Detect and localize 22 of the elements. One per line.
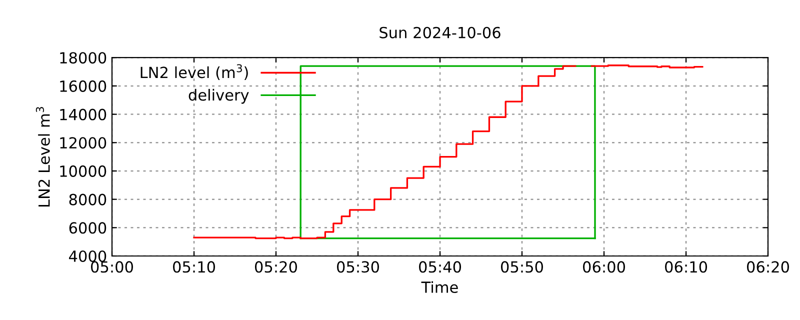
y-tick-label: 16000: [60, 80, 106, 92]
x-tick-label: 05:40: [419, 261, 462, 273]
x-tick-label: 06:00: [583, 261, 626, 273]
x-tick-label: 05:10: [173, 261, 216, 273]
legend-label: LN2 level (m$^{3}$): [140, 64, 248, 80]
chart-title: Sun 2024-10-06: [380, 26, 500, 38]
y-tick-label: 6000: [69, 222, 106, 234]
y-tick-label: 4000: [69, 250, 106, 262]
x-tick-label: 05:50: [500, 261, 543, 273]
x-tick-label: 06:10: [665, 261, 708, 273]
x-tick-label: 05:30: [337, 261, 380, 273]
y-tick-label: 12000: [60, 137, 106, 149]
y-tick-label: 18000: [60, 52, 106, 64]
x-tick-label: 05:00: [90, 261, 133, 273]
y-tick-label: 10000: [60, 165, 106, 177]
x-tick-label: 06:20: [746, 261, 789, 273]
y-axis-title: LN2 Level m$^{3}$: [36, 107, 50, 206]
y-tick-label: 14000: [60, 108, 106, 120]
x-tick-label: 05:20: [254, 261, 297, 273]
y-tick-label: 8000: [69, 194, 106, 206]
legend-label: delivery: [188, 88, 249, 104]
x-axis-title: Time: [421, 281, 458, 294]
